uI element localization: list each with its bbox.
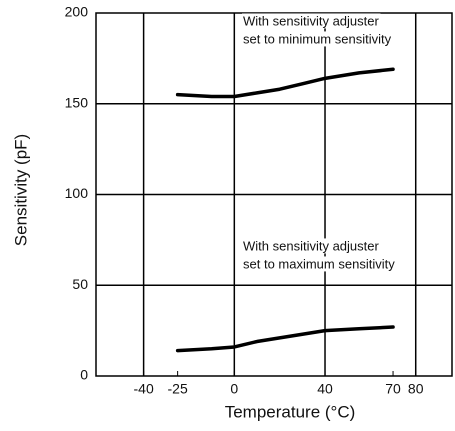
- x-axis-title: Temperature (°C): [225, 402, 356, 421]
- annotation: With sensitivity adjuster: [243, 13, 379, 28]
- x-tick-label: 40: [317, 381, 333, 397]
- x-tick-label: -25: [168, 381, 188, 397]
- annotation-bg: [242, 31, 393, 47]
- annotation-bg: [242, 238, 381, 254]
- y-axis-title: Sensitivity (pF): [11, 134, 30, 246]
- x-tick-label: 0: [230, 381, 238, 397]
- annotation: With sensitivity adjuster: [243, 238, 379, 253]
- x-tick-label: 70: [385, 381, 401, 397]
- annotation-bg: [242, 13, 381, 29]
- line: [175, 325, 395, 353]
- x-tick-label: -40: [134, 381, 154, 397]
- y-tick-label: 100: [65, 185, 89, 201]
- annotation-bg: [242, 256, 397, 272]
- y-tick-label: 200: [65, 4, 89, 20]
- annotation: set to maximum sensitivity: [243, 256, 395, 271]
- y-tick-label: 0: [80, 367, 88, 383]
- line: [175, 67, 395, 99]
- y-tick-label: 150: [65, 94, 89, 110]
- annotation: set to minimum sensitivity: [243, 31, 392, 46]
- y-tick-label: 50: [72, 276, 88, 292]
- x-tick-label: 80: [408, 381, 424, 397]
